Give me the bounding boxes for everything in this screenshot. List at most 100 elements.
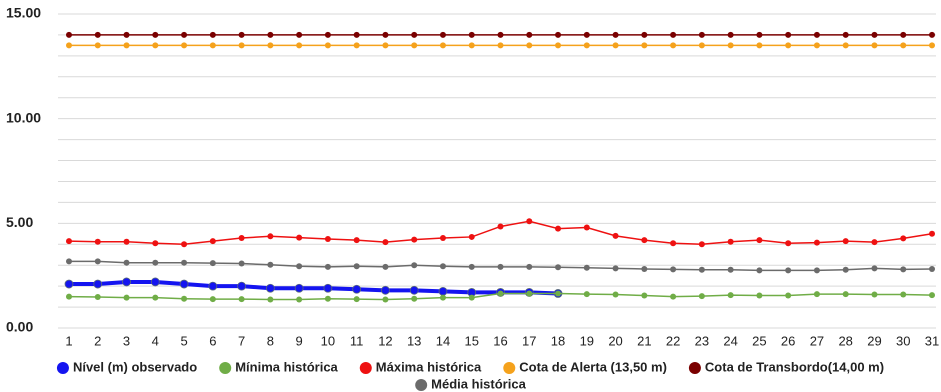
x-tick-label: 20	[608, 333, 622, 348]
point	[267, 42, 274, 49]
point	[438, 286, 448, 296]
point	[670, 31, 677, 38]
x-tick-label: 28	[838, 333, 852, 348]
point	[267, 261, 274, 268]
point	[324, 295, 331, 302]
point	[238, 234, 245, 241]
point	[871, 239, 878, 246]
point	[382, 42, 389, 49]
point	[64, 279, 74, 289]
point	[526, 290, 533, 297]
x-tick-label: 10	[321, 333, 335, 348]
x-tick-label: 29	[867, 333, 881, 348]
point	[238, 42, 245, 49]
point	[296, 31, 303, 38]
point	[411, 42, 418, 49]
point	[900, 42, 907, 49]
point	[929, 42, 935, 49]
point	[66, 238, 72, 245]
point	[871, 291, 878, 298]
point	[756, 292, 763, 299]
point	[382, 263, 389, 270]
point	[813, 239, 820, 246]
point	[555, 31, 562, 38]
point	[526, 263, 533, 270]
point	[296, 234, 303, 241]
point	[209, 296, 216, 303]
point	[670, 266, 677, 273]
point	[497, 263, 504, 270]
point	[324, 42, 331, 49]
point	[267, 233, 274, 240]
point	[152, 42, 159, 49]
legend-marker	[688, 362, 701, 374]
point	[842, 291, 849, 298]
x-tick-label: 12	[378, 333, 392, 348]
point	[411, 295, 418, 302]
point	[468, 294, 475, 301]
point	[382, 31, 389, 38]
point	[900, 235, 907, 242]
point	[555, 264, 562, 271]
legend-label: Máxima histórica	[376, 359, 482, 374]
point	[323, 283, 333, 293]
legend-marker	[359, 362, 372, 374]
point	[727, 31, 734, 38]
point	[181, 241, 188, 248]
point	[94, 258, 101, 265]
point	[94, 238, 101, 245]
point	[411, 262, 418, 269]
point	[152, 240, 159, 247]
point	[179, 279, 189, 289]
point	[727, 42, 734, 49]
point	[497, 31, 504, 38]
point	[612, 31, 619, 38]
point	[641, 265, 648, 272]
point	[929, 230, 935, 237]
y-tick-label: 5.00	[6, 214, 33, 230]
point	[181, 42, 188, 49]
point	[123, 42, 130, 49]
point	[353, 263, 360, 270]
point	[238, 31, 245, 38]
x-tick-label: 8	[267, 333, 274, 348]
point	[353, 42, 360, 49]
legend-marker	[503, 362, 516, 374]
y-tick-label: 0.00	[6, 319, 33, 335]
x-tick-label: 19	[580, 333, 594, 348]
legend-marker	[415, 379, 428, 391]
x-tick-label: 4	[152, 333, 159, 348]
point	[497, 290, 504, 297]
point	[468, 42, 475, 49]
x-tick-label: 1	[65, 333, 72, 348]
point	[66, 258, 72, 265]
point	[296, 263, 303, 270]
point	[209, 238, 216, 245]
point	[497, 223, 504, 230]
point	[439, 42, 446, 49]
legend-label: Média histórica	[431, 376, 526, 391]
x-tick-label: 7	[238, 333, 245, 348]
point	[871, 42, 878, 49]
x-tick-label: 2	[94, 333, 101, 348]
point	[123, 294, 130, 301]
point	[238, 260, 245, 267]
point	[612, 232, 619, 239]
point	[409, 285, 419, 295]
point	[641, 292, 648, 299]
x-tick-label: 30	[896, 333, 910, 348]
x-tick-label: 18	[551, 333, 565, 348]
x-tick-label: 22	[666, 333, 680, 348]
point	[756, 31, 763, 38]
point	[152, 31, 159, 38]
point	[237, 281, 247, 291]
point	[813, 42, 820, 49]
point	[411, 31, 418, 38]
point	[583, 42, 590, 49]
point	[497, 42, 504, 49]
point	[296, 42, 303, 49]
point	[555, 290, 562, 297]
y-tick-label: 10.00	[6, 109, 41, 125]
legend-item: Cota de Alerta (13,50 m)	[503, 359, 667, 374]
